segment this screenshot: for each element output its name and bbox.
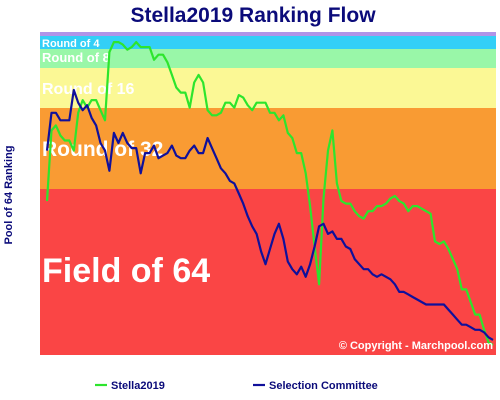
y-axis-label: Pool of 64 Ranking [3, 145, 15, 244]
band-label: Field of 64 [42, 252, 210, 290]
band-label: Round of 8 [42, 50, 110, 65]
band-round-of-16 [40, 68, 496, 108]
band-label: Round of 4 [42, 38, 100, 50]
chart-title: Stella2019 Ranking Flow [130, 4, 376, 27]
band-label: Round of 16 [42, 81, 135, 98]
band-label: Round of 32 [42, 138, 163, 161]
band-round-of-4 [40, 36, 496, 49]
band-round-of-8 [40, 49, 496, 68]
series-line-selection-committee [45, 88, 494, 341]
legend-label: Selection Committee [269, 380, 378, 392]
series-line-stella2019 [45, 40, 494, 346]
band-round-of-32 [40, 108, 496, 189]
ranking-bands: Field of 64 Round of 32 Round of 16 Round o… [40, 32, 496, 355]
legend: Stella2019 Selection Committee [95, 380, 378, 392]
series-lines [45, 40, 494, 346]
band-top [40, 32, 496, 36]
copyright-text: © Copyright - Marchpool.com [339, 340, 493, 352]
legend-label: Stella2019 [111, 380, 165, 392]
band-field-of-64 [40, 189, 496, 355]
